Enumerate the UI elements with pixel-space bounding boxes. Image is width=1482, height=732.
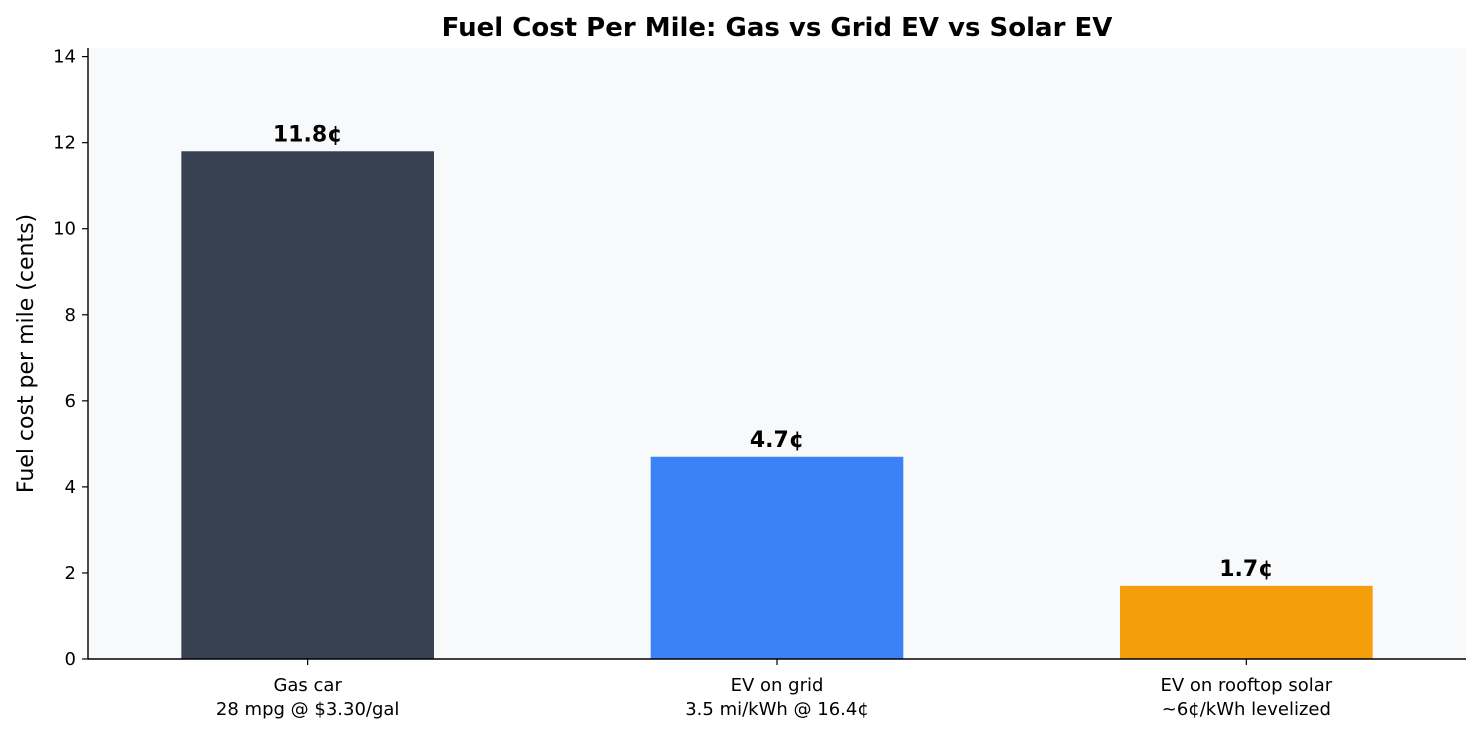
x-tick-label-3-line-2: ~6¢/kWh levelized <box>1162 699 1331 720</box>
bar-value-label-3: 1.7¢ <box>1219 557 1273 582</box>
bar-value-label-2: 4.7¢ <box>750 428 804 453</box>
y-tick-label-4: 4 <box>65 477 76 498</box>
y-tick-label-8: 8 <box>65 305 76 326</box>
x-tick-label-3-line-1: EV on rooftop solar <box>1161 675 1333 696</box>
y-tick-label-14: 14 <box>53 47 76 68</box>
x-tick-label-2-line-2: 3.5 mi/kWh @ 16.4¢ <box>685 699 869 720</box>
x-tick-label-2-line-1: EV on grid <box>731 675 824 696</box>
y-tick-label-6: 6 <box>65 391 76 412</box>
chart-title: Fuel Cost Per Mile: Gas vs Grid EV vs So… <box>442 13 1113 43</box>
y-tick-label-12: 12 <box>53 133 76 154</box>
bar-2 <box>650 456 904 659</box>
bars-group: 11.8¢ 4.7¢ 1.7¢ <box>181 122 1373 659</box>
y-axis: 0 2 4 6 8 10 12 14 <box>53 47 89 670</box>
x-tick-label-1-line-1: Gas car <box>273 675 342 696</box>
bar-value-label-1: 11.8¢ <box>273 122 343 147</box>
y-tick-label-2: 2 <box>65 563 76 584</box>
bar-3 <box>1120 585 1373 659</box>
x-axis: Gas car 28 mpg @ $3.30/gal EV on grid 3.5 m… <box>88 658 1466 720</box>
y-tick-label-0: 0 <box>65 649 76 670</box>
bar-1 <box>181 151 434 659</box>
y-axis-label: Fuel cost per mile (cents) <box>14 214 39 493</box>
y-tick-label-10: 10 <box>53 219 76 240</box>
x-tick-label-1-line-2: 28 mpg @ $3.30/gal <box>216 699 400 720</box>
